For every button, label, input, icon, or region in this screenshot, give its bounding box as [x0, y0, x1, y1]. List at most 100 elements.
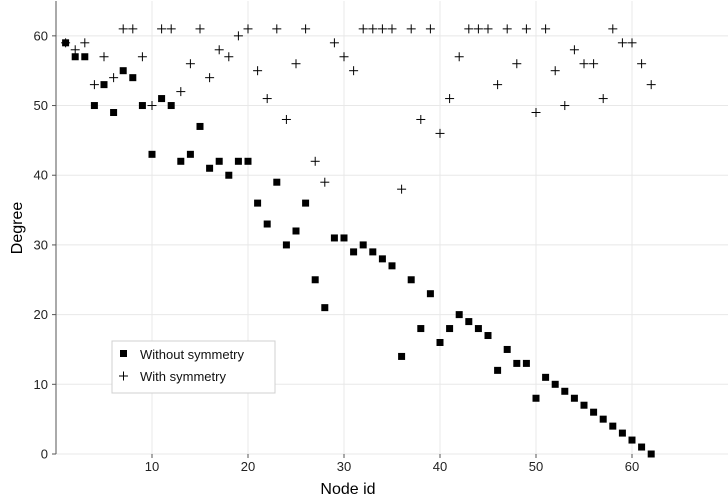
y-tick-label: 40 — [34, 168, 48, 183]
point-with-symmetry — [310, 156, 320, 166]
point-without-symmetry — [570, 394, 578, 402]
point-without-symmetry — [513, 359, 521, 367]
point-with-symmetry — [349, 66, 359, 76]
point-without-symmetry — [167, 102, 175, 110]
y-axis-title: Degree — [9, 202, 26, 255]
point-with-symmetry — [464, 24, 474, 34]
point-without-symmetry — [244, 157, 252, 165]
point-without-symmetry — [638, 443, 646, 451]
point-with-symmetry — [387, 24, 397, 34]
point-with-symmetry — [541, 24, 551, 34]
point-with-symmetry — [70, 45, 80, 55]
point-with-symmetry — [272, 24, 282, 34]
point-with-symmetry — [608, 24, 618, 34]
point-with-symmetry — [416, 114, 426, 124]
point-without-symmetry — [417, 325, 425, 333]
point-with-symmetry — [435, 128, 445, 138]
point-with-symmetry — [521, 24, 531, 34]
point-with-symmetry — [99, 52, 109, 62]
point-with-symmetry — [243, 24, 253, 34]
point-with-symmetry — [560, 101, 570, 111]
point-without-symmetry — [215, 157, 223, 165]
point-with-symmetry — [627, 38, 637, 48]
point-with-symmetry — [80, 38, 90, 48]
point-without-symmetry — [455, 311, 463, 319]
point-with-symmetry — [118, 24, 128, 34]
point-with-symmetry — [109, 73, 119, 83]
point-with-symmetry — [157, 24, 167, 34]
point-with-symmetry — [185, 59, 195, 69]
point-without-symmetry — [129, 74, 137, 82]
point-without-symmetry — [398, 352, 406, 360]
point-with-symmetry — [502, 24, 512, 34]
point-without-symmetry — [138, 102, 146, 110]
point-with-symmetry — [147, 101, 157, 111]
point-without-symmetry — [340, 234, 348, 242]
point-without-symmetry — [273, 178, 281, 186]
point-with-symmetry — [262, 94, 272, 104]
point-with-symmetry — [579, 59, 589, 69]
point-with-symmetry — [233, 31, 243, 41]
point-without-symmetry — [330, 234, 338, 242]
x-tick-label: 30 — [337, 459, 351, 474]
point-with-symmetry — [531, 108, 541, 118]
point-without-symmetry — [590, 408, 598, 416]
point-without-symmetry — [158, 95, 166, 103]
point-with-symmetry — [550, 66, 560, 76]
point-without-symmetry — [628, 436, 636, 444]
point-without-symmetry — [350, 248, 358, 256]
point-without-symmetry — [234, 157, 242, 165]
point-with-symmetry — [589, 59, 599, 69]
point-with-symmetry — [339, 52, 349, 62]
point-without-symmetry — [186, 150, 194, 158]
point-without-symmetry — [465, 318, 473, 326]
point-with-symmetry — [368, 24, 378, 34]
point-with-symmetry — [493, 80, 503, 90]
point-without-symmetry — [254, 199, 262, 207]
point-with-symmetry — [377, 24, 387, 34]
point-without-symmetry — [388, 262, 396, 270]
x-tick-label: 60 — [625, 459, 639, 474]
point-with-symmetry — [281, 114, 291, 124]
point-without-symmetry — [263, 220, 271, 228]
point-with-symmetry — [358, 24, 368, 34]
point-without-symmetry — [321, 304, 329, 312]
point-with-symmetry — [617, 38, 627, 48]
point-with-symmetry — [598, 94, 608, 104]
legend: Without symmetry With symmetry — [111, 340, 276, 394]
legend-label-without-symmetry: Without symmetry — [140, 347, 245, 362]
point-without-symmetry — [359, 241, 367, 249]
legend-box — [111, 340, 276, 394]
point-with-symmetry — [637, 59, 647, 69]
y-tick-label: 20 — [34, 307, 48, 322]
point-without-symmetry — [282, 241, 290, 249]
point-with-symmetry — [128, 24, 138, 34]
point-without-symmetry — [90, 102, 98, 110]
point-with-symmetry — [320, 177, 330, 187]
legend-label-with-symmetry: With symmetry — [140, 369, 226, 384]
point-without-symmetry — [561, 387, 569, 395]
y-tick-label: 0 — [41, 447, 48, 462]
point-without-symmetry — [426, 290, 434, 298]
point-with-symmetry — [176, 87, 186, 97]
point-without-symmetry — [647, 450, 655, 458]
point-without-symmetry — [407, 276, 415, 284]
point-without-symmetry — [551, 380, 559, 388]
x-tick-label: 40 — [433, 459, 447, 474]
point-without-symmetry — [446, 325, 454, 333]
point-without-symmetry — [196, 122, 204, 130]
point-with-symmetry — [61, 38, 71, 48]
point-without-symmetry — [148, 150, 156, 158]
point-with-symmetry — [224, 52, 234, 62]
point-with-symmetry — [137, 52, 147, 62]
point-with-symmetry — [89, 80, 99, 90]
y-tick-label: 60 — [34, 28, 48, 43]
point-without-symmetry — [580, 401, 588, 409]
point-with-symmetry — [301, 24, 311, 34]
point-without-symmetry — [494, 366, 502, 374]
point-without-symmetry — [609, 422, 617, 430]
point-without-symmetry — [532, 394, 540, 402]
point-with-symmetry — [253, 66, 263, 76]
point-with-symmetry — [406, 24, 416, 34]
y-tick-label: 50 — [34, 98, 48, 113]
